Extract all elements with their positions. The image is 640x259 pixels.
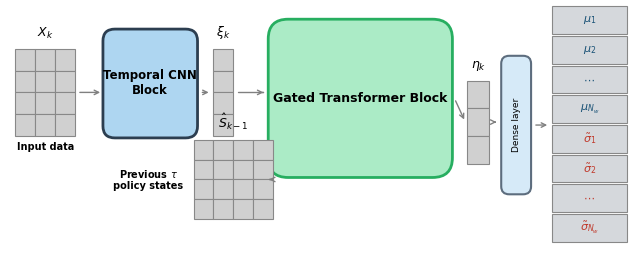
Bar: [552, 66, 627, 93]
Text: $\mu_2$: $\mu_2$: [582, 44, 596, 56]
Text: Temporal CNN
Block: Temporal CNN Block: [103, 69, 197, 97]
Bar: [234, 140, 253, 160]
Bar: [552, 125, 627, 153]
Text: $\cdots$: $\cdots$: [584, 193, 595, 203]
Bar: [467, 81, 489, 108]
Bar: [55, 92, 75, 114]
Bar: [552, 184, 627, 212]
Bar: [35, 114, 55, 136]
Text: $\mu_{N_w}$: $\mu_{N_w}$: [580, 103, 599, 116]
Bar: [35, 49, 55, 71]
Text: $\xi_k$: $\xi_k$: [216, 24, 230, 41]
Bar: [15, 49, 35, 71]
Bar: [234, 179, 253, 199]
Text: Dense layer: Dense layer: [511, 98, 521, 152]
Bar: [214, 92, 234, 114]
Text: $\tilde{\sigma}_{N_w}$: $\tilde{\sigma}_{N_w}$: [580, 220, 599, 236]
Bar: [253, 140, 273, 160]
Bar: [234, 160, 253, 179]
Bar: [253, 160, 273, 179]
Text: $X_k$: $X_k$: [37, 26, 53, 41]
Bar: [467, 136, 489, 164]
Text: $\tilde{\sigma}_2$: $\tilde{\sigma}_2$: [582, 161, 596, 176]
Bar: [234, 199, 253, 219]
Text: $\tilde{\sigma}_1$: $\tilde{\sigma}_1$: [582, 131, 596, 146]
Text: Previous $\tau$
policy states: Previous $\tau$ policy states: [113, 168, 184, 191]
Bar: [467, 108, 489, 136]
Bar: [552, 6, 627, 34]
Text: $\cdots$: $\cdots$: [584, 75, 595, 84]
FancyBboxPatch shape: [103, 29, 198, 138]
Bar: [193, 179, 214, 199]
Bar: [15, 71, 35, 92]
Bar: [214, 179, 234, 199]
Bar: [214, 71, 234, 92]
Bar: [253, 199, 273, 219]
Bar: [552, 214, 627, 242]
Bar: [55, 71, 75, 92]
Bar: [193, 140, 214, 160]
Bar: [214, 114, 234, 136]
Bar: [253, 179, 273, 199]
Bar: [193, 199, 214, 219]
Bar: [15, 114, 35, 136]
Bar: [35, 92, 55, 114]
Bar: [55, 114, 75, 136]
Text: $\hat{S}_{k-1}$: $\hat{S}_{k-1}$: [218, 112, 249, 132]
FancyBboxPatch shape: [268, 19, 452, 177]
Bar: [214, 160, 234, 179]
Bar: [552, 95, 627, 123]
Text: $\eta_k$: $\eta_k$: [470, 59, 486, 73]
Bar: [55, 49, 75, 71]
Bar: [193, 160, 214, 179]
Text: $\mu_1$: $\mu_1$: [582, 14, 596, 26]
Bar: [552, 36, 627, 64]
Text: Gated Transformer Block: Gated Transformer Block: [273, 92, 447, 105]
Bar: [552, 155, 627, 182]
FancyBboxPatch shape: [501, 56, 531, 194]
Text: Input data: Input data: [17, 142, 74, 152]
Bar: [35, 71, 55, 92]
Bar: [15, 92, 35, 114]
Bar: [214, 140, 234, 160]
Bar: [214, 199, 234, 219]
Bar: [214, 49, 234, 71]
